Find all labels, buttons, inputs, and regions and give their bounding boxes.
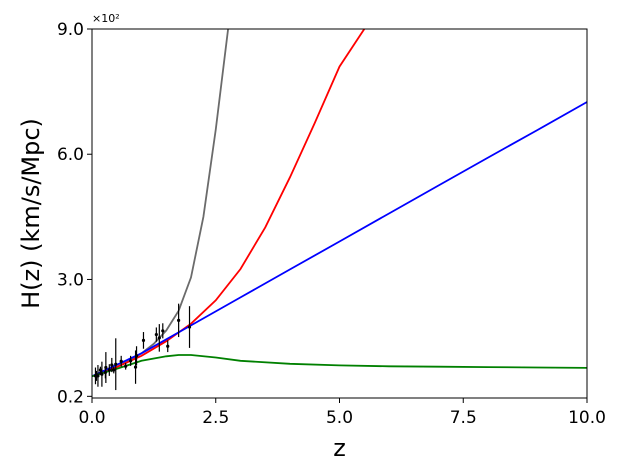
y-tick-label: 3.0 <box>57 270 84 290</box>
data-point <box>107 368 111 372</box>
series-line-0 <box>92 29 229 378</box>
data-point <box>110 363 114 367</box>
series-line-1 <box>92 29 366 378</box>
data-point <box>100 372 104 376</box>
y-tick-label: 9.0 <box>57 20 84 40</box>
data-point <box>141 338 146 342</box>
data-point <box>112 368 116 372</box>
data-point <box>187 325 192 329</box>
data-point <box>104 365 108 370</box>
data-point <box>96 374 100 378</box>
series-line-3 <box>92 354 587 378</box>
data-point <box>161 329 165 333</box>
y-scale-label: ×10² <box>92 12 120 25</box>
model-curves <box>92 29 587 378</box>
plot-frame <box>91 28 588 399</box>
x-tick-label: 2.5 <box>202 408 229 428</box>
data-point <box>177 318 181 322</box>
y-axis: 0.2 3.0 6.0 9.0 <box>57 20 92 407</box>
x-tick-label: 10.0 <box>568 408 606 428</box>
x-tick-label: 5.0 <box>326 408 353 428</box>
data-point <box>98 368 103 372</box>
x-axis-label: z <box>333 434 346 462</box>
x-axis: 0.0 2.5 5.0 7.5 10.0 <box>78 398 606 428</box>
data-point <box>119 359 123 363</box>
y-tick-label: 0.2 <box>57 387 84 407</box>
data-point <box>133 365 138 369</box>
x-tick-label: 0.0 <box>78 408 105 428</box>
data-point <box>157 336 161 340</box>
y-tick-label: 6.0 <box>57 145 84 165</box>
series-line-2 <box>92 101 587 378</box>
data-point <box>166 344 170 348</box>
data-point <box>114 362 118 366</box>
y-axis-label: H(z) (km/s/Mpc) <box>17 118 45 309</box>
data-point <box>134 354 139 358</box>
observational-data <box>93 303 192 391</box>
data-point <box>154 332 158 337</box>
data-point <box>129 359 133 363</box>
data-point <box>124 364 128 368</box>
x-tick-label: 7.5 <box>450 408 477 428</box>
